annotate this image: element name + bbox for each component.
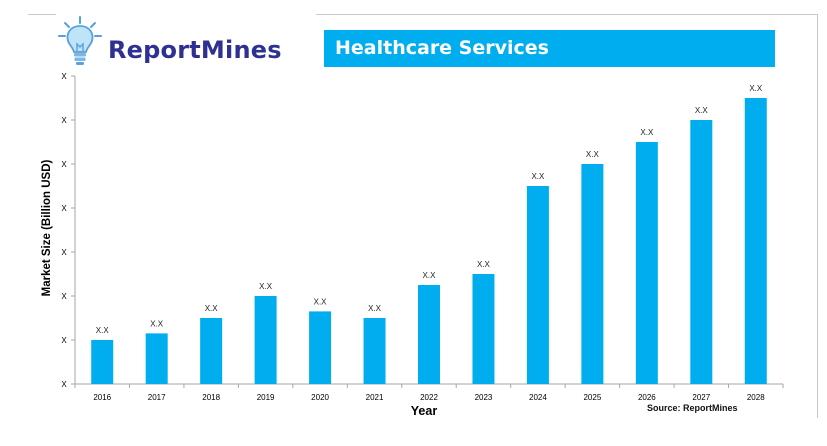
data-label: X.X	[695, 106, 709, 115]
x-tick-label: 2023	[475, 393, 493, 402]
brand-name: ReportMines	[108, 36, 282, 64]
y-tick-label: X	[61, 248, 67, 257]
x-tick-label: 2022	[420, 393, 438, 402]
y-tick-label: X	[61, 116, 67, 125]
data-label: X.X	[368, 304, 382, 313]
x-tick-label: 2020	[311, 393, 329, 402]
bar	[91, 340, 114, 384]
data-label: X.X	[314, 297, 328, 306]
x-tick-label: 2017	[148, 393, 166, 402]
x-tick-label: 2027	[692, 393, 710, 402]
y-tick-label: X	[61, 292, 67, 301]
x-tick-label: 2025	[583, 393, 601, 402]
bar	[200, 318, 223, 384]
data-label: X.X	[640, 128, 654, 137]
data-label: X.X	[749, 84, 763, 93]
data-label: X.X	[423, 271, 437, 280]
x-tick-label: 2028	[747, 393, 765, 402]
lightbulb-icon	[58, 16, 102, 65]
bar	[581, 164, 604, 384]
y-tick-label: X	[61, 160, 67, 169]
bar	[472, 274, 495, 384]
data-label: X.X	[205, 304, 219, 313]
chart-title: Healthcare Services	[335, 37, 549, 59]
x-tick-label: 2016	[93, 393, 111, 402]
bar	[309, 311, 332, 384]
title-banner: Healthcare Services	[324, 30, 775, 67]
bar	[526, 186, 549, 384]
chart-frame	[28, 14, 818, 418]
bar	[690, 120, 713, 384]
y-tick-label: X	[61, 336, 67, 345]
x-axis-title: Year	[411, 404, 438, 418]
source-note: Source: ReportMines	[647, 403, 738, 413]
y-tick-label: X	[61, 204, 67, 213]
y-axis-title: Market Size (Billion USD)	[41, 159, 53, 296]
bar	[744, 98, 767, 384]
x-tick-label: 2019	[257, 393, 275, 402]
data-label: X.X	[477, 260, 491, 269]
x-tick-label: 2024	[529, 393, 547, 402]
x-tick-label: 2021	[366, 393, 384, 402]
bar	[363, 318, 386, 384]
data-label: X.X	[586, 150, 600, 159]
x-tick-label: 2026	[638, 393, 656, 402]
data-label: X.X	[531, 172, 545, 181]
bar	[145, 333, 168, 384]
bar	[254, 296, 277, 384]
bar	[418, 285, 440, 384]
data-label: X.X	[259, 282, 273, 291]
data-label: X.X	[96, 326, 110, 335]
brand-logo: ReportMines	[56, 14, 316, 72]
y-tick-label: X	[61, 72, 67, 81]
bar	[635, 142, 658, 384]
data-label: X.X	[150, 319, 164, 328]
x-tick-label: 2018	[202, 393, 220, 402]
y-tick-label: X	[61, 380, 67, 389]
